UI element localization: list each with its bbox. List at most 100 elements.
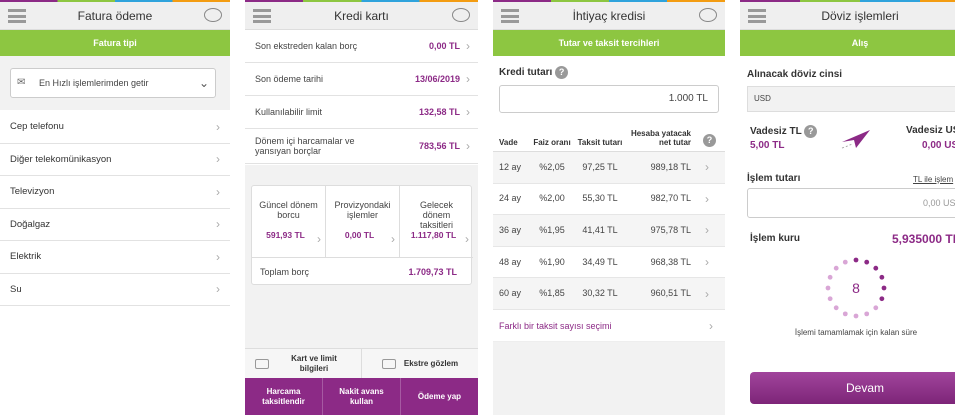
ring-dot	[879, 296, 885, 302]
info-row[interactable]: Son ekstreden kalan borç 0,00 TL ›	[245, 30, 478, 63]
header: Fatura ödeme	[0, 2, 230, 30]
tabs: Kart ve limit bilgileri Ekstre gözlem	[245, 348, 478, 378]
ring-dot	[881, 285, 887, 291]
cell: Hesaba yatacak net tutar	[630, 129, 691, 147]
table-row[interactable]: 12 ay %2,05 97,25 TL 989,18 TL ›	[493, 152, 725, 184]
list-item[interactable]: Elektrik ›	[0, 241, 230, 274]
dropdown[interactable]: ✉ En Hızlı işlemlerimden getir ⌄	[10, 68, 216, 98]
ring-dot	[864, 311, 870, 317]
amount-label-text: Kredi tutarı	[499, 67, 553, 78]
row-value: 13/06/2019	[414, 74, 460, 84]
action-button[interactable]: Harcama taksitlendir	[245, 378, 323, 415]
action-button[interactable]: Ödeme yap	[401, 378, 478, 415]
table-body: 12 ay %2,05 97,25 TL 989,18 TL › 24 ay %2,00 55…	[493, 152, 725, 310]
item-label: Doğalgaz	[10, 218, 51, 230]
chevron: ›	[466, 139, 470, 153]
help-icon[interactable]: ?	[804, 125, 818, 138]
strip	[740, 0, 955, 2]
total: Toplam borç 1.709,73 TL	[260, 258, 457, 286]
list-item[interactable]: Doğalgaz ›	[0, 209, 230, 241]
cell: %1,85	[539, 288, 565, 299]
button-label: Harcama taksitlendir	[262, 386, 305, 406]
amount-input[interactable]: 0,00 USD	[747, 188, 955, 218]
bottom-area	[493, 342, 725, 415]
chevron: ›	[466, 39, 470, 53]
menu-icon[interactable]	[501, 9, 519, 23]
dropdown-arrow: ⌄	[198, 76, 209, 90]
currency-select[interactable]: USD	[747, 86, 955, 112]
title: İhtiyaç kredisi	[572, 9, 646, 23]
chevron: ›	[705, 255, 709, 270]
info-row[interactable]: Dönem içi harcamalar ve yansıyan borçlar…	[245, 129, 478, 164]
column-value: 0,00 TL	[344, 230, 375, 240]
help-icon[interactable]: ?	[555, 66, 569, 79]
chevron: ›	[216, 184, 220, 199]
list-item[interactable]: Su ›	[0, 274, 230, 306]
other-installment[interactable]: Farklı bir taksit sayısı seçimi ›	[493, 310, 725, 342]
item-label: Cep telefonu	[10, 121, 64, 133]
ring-dot	[873, 265, 879, 271]
menu-icon[interactable]	[748, 9, 766, 23]
amount-link[interactable]: TL ile işlem	[913, 175, 954, 184]
row-label: Son ekstreden kalan borç	[255, 41, 358, 51]
from-value: 5,00 TL	[750, 140, 785, 151]
chat-icon[interactable]	[699, 8, 717, 22]
amount-label: İşlem tutarı	[747, 173, 801, 184]
help-icon[interactable]: ?	[703, 134, 716, 147]
cell: %2,00	[539, 193, 565, 204]
table-row[interactable]: 60 ay %1,85 30,32 TL 960,51 TL ›	[493, 278, 725, 310]
cell: Faiz oranı	[533, 138, 571, 147]
card-area: Güncel dönem borcu 591,93 TL › Provizyondak…	[245, 165, 478, 348]
chevron: ›	[466, 105, 470, 119]
buttons: Harcama taksitlendir Nakit avans kullan Öd…	[245, 378, 478, 415]
to-value: 0,00 USD	[922, 140, 955, 151]
tab[interactable]: Ekstre gözlem	[362, 349, 478, 378]
tab-label: Ekstre gözlem	[403, 358, 459, 368]
card-columns: Güncel dönem borcu 591,93 TL › Provizyondak…	[252, 186, 473, 258]
card-column[interactable]: Gelecek dönem taksitleri 1.117,80 TL ›	[400, 186, 473, 257]
row-value: 132,58 TL	[418, 107, 460, 117]
chevron: ›	[317, 232, 321, 246]
list-item[interactable]: Cep telefonu ›	[0, 111, 230, 144]
chat-icon[interactable]	[452, 8, 470, 22]
amount-label: Kredi tutarı ?	[499, 66, 569, 79]
table-row[interactable]: 24 ay %2,00 55,30 TL 982,70 TL ›	[493, 184, 725, 216]
row-label: Kullanılabilir limit	[255, 107, 323, 117]
row-label: Son ödeme tarihi	[255, 74, 324, 84]
chevron: ›	[216, 119, 220, 134]
menu-icon[interactable]	[253, 9, 271, 23]
card-column[interactable]: Güncel dönem borcu 591,93 TL ›	[252, 186, 326, 257]
title: Fatura ödeme	[77, 9, 153, 23]
ring-dot	[825, 285, 831, 291]
tab[interactable]: Kart ve limit bilgileri	[245, 349, 362, 378]
action-button[interactable]: Nakit avans kullan	[323, 378, 401, 415]
column-label: Güncel dönem borcu	[259, 200, 318, 220]
info-row[interactable]: Son ödeme tarihi 13/06/2019 ›	[245, 63, 478, 96]
banner: Tutar ve taksit tercihleri	[493, 30, 725, 56]
dropdown-text: En Hızlı işlemlerimden getir	[39, 78, 149, 88]
card-column[interactable]: Provizyondaki işlemler 0,00 TL ›	[326, 186, 400, 257]
info-row[interactable]: Kullanılabilir limit 132,58 TL ›	[245, 96, 478, 129]
chevron: ›	[466, 72, 470, 86]
item-label: Diğer telekomünikasyon	[10, 153, 112, 165]
cell: 960,51 TL	[650, 288, 691, 299]
cell: %1,95	[539, 224, 565, 235]
ring-dot	[827, 274, 833, 280]
list-item[interactable]: Televizyon ›	[0, 176, 230, 209]
banner: Alış	[740, 30, 955, 56]
cell: 982,70 TL	[650, 193, 691, 204]
table-row[interactable]: 36 ay %1,95 41,41 TL 975,78 TL ›	[493, 215, 725, 247]
amount-input[interactable]: 1.000 TL	[499, 85, 719, 113]
column-value: 591,93 TL	[266, 230, 305, 240]
chevron: ›	[216, 217, 220, 232]
list-item[interactable]: Diğer telekomünikasyon ›	[0, 144, 230, 176]
continue-button[interactable]: Devam	[750, 372, 955, 404]
cell: %1,90	[539, 256, 565, 267]
strip	[0, 0, 230, 2]
table-row[interactable]: 48 ay %1,90 34,49 TL 968,38 TL ›	[493, 247, 725, 279]
chevron: ›	[216, 152, 220, 167]
chat-icon[interactable]	[204, 8, 222, 22]
cell: %2,05	[539, 161, 565, 172]
total-value: 1.709,73 TL	[408, 267, 457, 277]
menu-icon[interactable]	[8, 9, 26, 23]
